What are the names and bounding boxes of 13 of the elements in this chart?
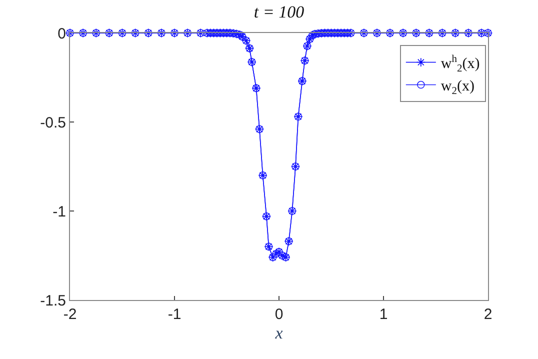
x-tick-label: 0 xyxy=(274,306,284,323)
y-tick-label: 0 xyxy=(58,25,66,42)
y-tick-label: -0.5 xyxy=(40,114,66,132)
x-axis-title: x xyxy=(274,323,284,342)
chart-title: t = 100 xyxy=(254,2,305,22)
legend-label: w$_{2}$(x) xyxy=(440,78,475,97)
x-tick-label: -2 xyxy=(63,306,77,323)
y-tick-label: -1 xyxy=(52,203,66,220)
y-tick-label: -1.5 xyxy=(40,292,66,310)
x-tick-label: 2 xyxy=(484,306,492,323)
x-tick-label: -1 xyxy=(168,306,182,323)
x-tick-label: 1 xyxy=(379,306,388,323)
legend-label: w$^{h}$$_{2}$(x) xyxy=(440,54,480,74)
